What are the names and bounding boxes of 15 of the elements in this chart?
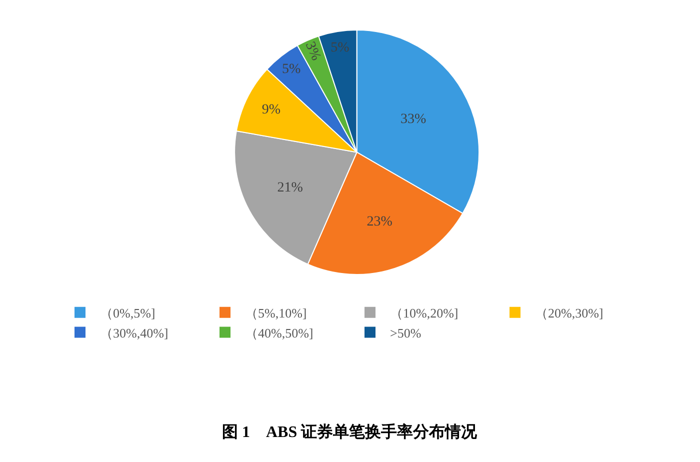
legend-label: （20%,30%] xyxy=(535,305,604,320)
data-label: 33% xyxy=(400,112,427,127)
legend-label: （30%,40%] xyxy=(100,325,168,340)
data-label: 23% xyxy=(366,214,393,230)
data-label: 9% xyxy=(262,102,281,118)
legend-label: （5%,10%] xyxy=(245,305,307,320)
legend-label: （40%,50%] xyxy=(245,325,314,340)
data-label: 5% xyxy=(282,62,302,77)
text: 图 1 ABS 证券单笔换手率分布情况 xyxy=(222,422,478,441)
data-label: 21% xyxy=(277,180,304,196)
data-label: 5% xyxy=(330,40,350,56)
legend-label: （0%,5%] xyxy=(100,305,156,320)
data-label: 3% xyxy=(302,40,324,64)
legend-label: >50% xyxy=(390,325,422,340)
legend-label: （10%,20%] xyxy=(390,305,458,320)
